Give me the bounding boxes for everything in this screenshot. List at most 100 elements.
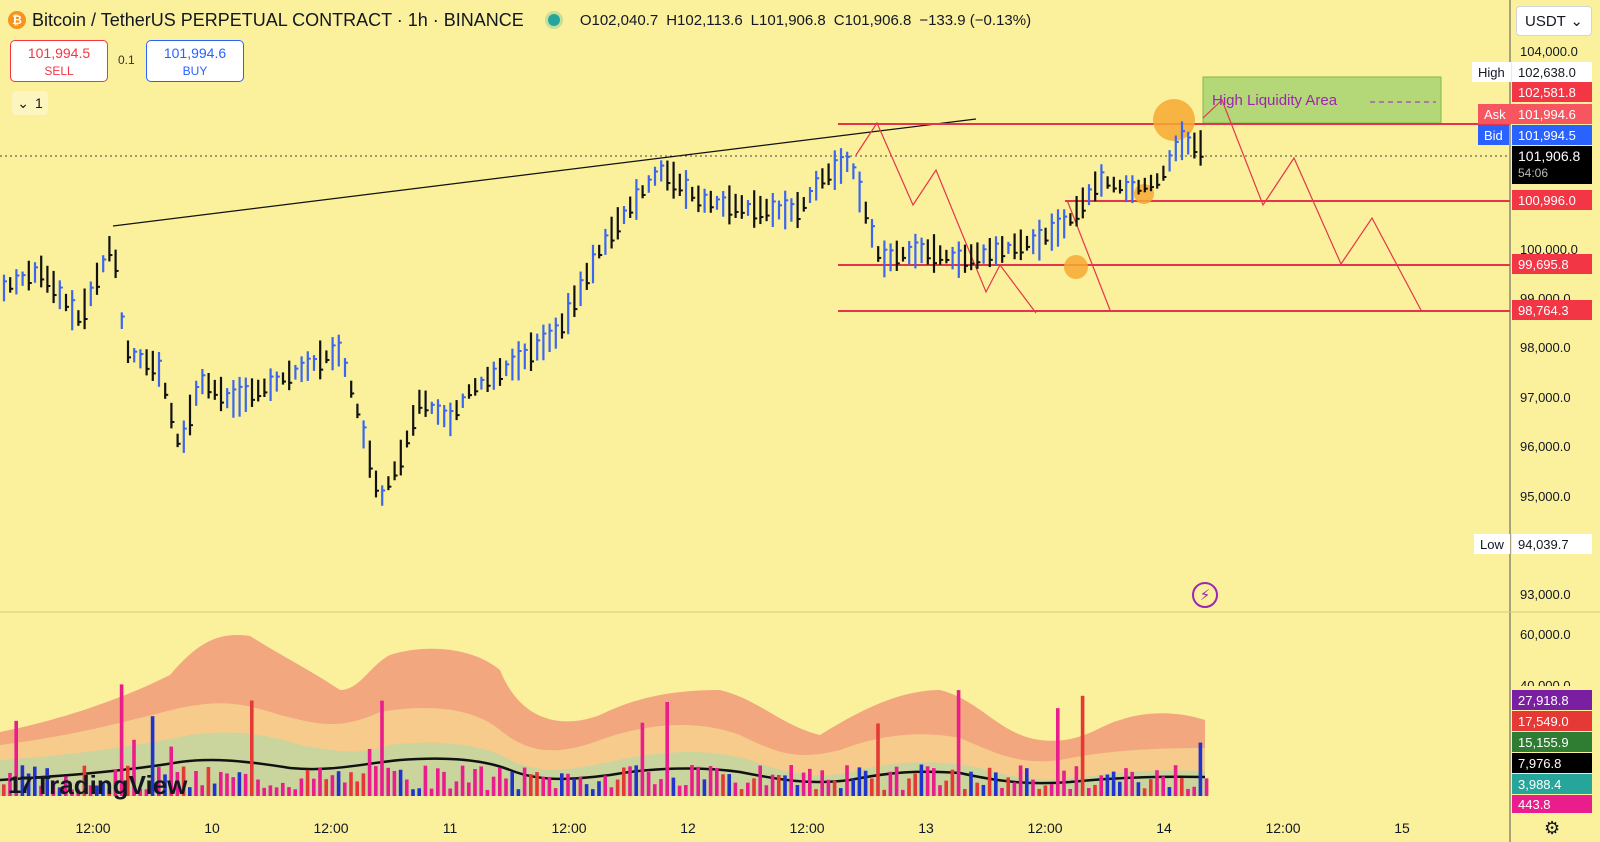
time-axis-label: 12:00 (313, 820, 349, 836)
volume-bar (808, 768, 812, 796)
symbol-title[interactable]: Bitcoin / TetherUS PERPETUAL CONTRACT · … (32, 9, 524, 30)
bar-countdown: 54:06 (1518, 166, 1549, 180)
buy-button[interactable]: 101,994.6 BUY (146, 40, 244, 82)
volume-bar (622, 767, 626, 796)
volume-bar (442, 771, 446, 796)
volume-tag: 27,918.8 (1512, 690, 1592, 710)
volume-tag: 443.8 (1512, 795, 1592, 813)
volume-bar (1012, 782, 1017, 796)
volume-bar (1062, 770, 1066, 796)
volume-bar (20, 765, 25, 796)
volume-bar (150, 716, 155, 796)
volume-bar (702, 779, 707, 796)
volume-bar (491, 776, 496, 796)
indicators-toggle-button[interactable]: ⌄ 1 (12, 91, 48, 115)
volume-bar (212, 783, 217, 796)
volume-bar (361, 773, 366, 796)
volume-bar (826, 779, 831, 796)
sell-button[interactable]: 101,994.5 SELL (10, 40, 108, 82)
volume-bar (907, 778, 911, 796)
volume-bar (628, 766, 632, 796)
volume-bar (1173, 765, 1178, 796)
volume-bar (225, 773, 229, 796)
ask-tag-label: Ask (1478, 104, 1512, 124)
high-liquidity-label[interactable]: High Liquidity Area (1212, 92, 1338, 109)
volume-bar (429, 788, 434, 796)
volume-bar (529, 774, 533, 796)
price-axis-label: 96,000.0 (1520, 439, 1571, 454)
volume-bar (237, 772, 242, 796)
volume-tag: 7,976.8 (1512, 753, 1592, 773)
volume-bar (572, 778, 576, 796)
projection-path-2 (1066, 199, 1111, 311)
volume-bar (820, 770, 824, 796)
volume-bar (88, 785, 93, 796)
volume-bar (454, 781, 459, 796)
volume-bar (832, 780, 837, 796)
chevron-down-icon: ⌄ (1570, 13, 1583, 30)
volume-bar (975, 782, 979, 796)
price-axis-label: 95,000.0 (1520, 489, 1571, 504)
volume-bar (1087, 788, 1091, 796)
lightning-icon[interactable]: ⚡ (1192, 582, 1218, 608)
volume-bar (994, 772, 998, 796)
volume-bar (634, 765, 638, 796)
volume-bar (516, 789, 521, 796)
time-axis-label: 12:00 (75, 820, 111, 836)
volume-bar (1180, 778, 1184, 796)
volume-bar (119, 684, 124, 796)
volume-bar (26, 773, 31, 796)
volume-bar (330, 775, 335, 796)
volume-bar (82, 765, 87, 796)
volume-bar (845, 765, 849, 796)
volume-bar (194, 771, 198, 796)
time-axis-label: 10 (204, 820, 220, 836)
volume-bar (299, 778, 304, 796)
level-tag-2: 100,996.0 (1512, 190, 1592, 210)
volume-bar (1006, 777, 1010, 796)
volume-bar (423, 765, 428, 796)
volume-bar (1025, 768, 1029, 796)
volume-tag: 15,155.9 (1512, 732, 1592, 752)
projection-path-3 (1202, 98, 1423, 313)
volume-bar (901, 789, 905, 796)
volume-bar (107, 788, 111, 796)
volume-bar (1155, 770, 1159, 796)
volume-bar (752, 778, 756, 796)
volume-bar (727, 774, 731, 796)
price-axis-label: 100,000.0 (1520, 242, 1578, 257)
volume-bar (318, 768, 322, 796)
volume-bar (795, 785, 800, 796)
bitcoin-icon: ₿ (8, 11, 26, 29)
bid-tag-value: 101,994.5 (1512, 125, 1592, 145)
volume-bar (57, 787, 62, 796)
volume-bar (851, 779, 855, 796)
volume-bar (1000, 787, 1004, 796)
settings-gear-icon[interactable]: ⚙ (1544, 818, 1561, 838)
volume-bar (287, 787, 291, 796)
volume-bar (919, 764, 924, 796)
time-axis-label: 12:00 (1027, 820, 1063, 836)
volume-bar (262, 787, 266, 796)
volume-bar (1136, 782, 1141, 796)
volume-bar (45, 768, 49, 796)
volume-bar (746, 782, 750, 796)
volume-bar (1124, 768, 1128, 796)
buy-price: 101,994.6 (163, 45, 227, 61)
chevron-down-icon: ⌄ (17, 94, 29, 111)
volume-bar (95, 785, 99, 796)
volume-bar (70, 789, 74, 796)
currency-select[interactable]: USDT ⌄ (1516, 6, 1592, 36)
time-axis-label: 12:00 (789, 820, 825, 836)
volume-bar (175, 772, 180, 796)
volume-bar (894, 766, 899, 796)
volume-bar (1049, 784, 1054, 796)
time-axis-label: 12:00 (1265, 820, 1301, 836)
volume-bar (1192, 786, 1196, 796)
volume-bar (367, 748, 372, 796)
order-quantity[interactable]: 0.1 (118, 53, 135, 67)
ohlc-values: O102,040.7 H102,113.6 L101,906.8 C101,90… (580, 12, 1031, 29)
ohlc-bars (2, 121, 1204, 506)
